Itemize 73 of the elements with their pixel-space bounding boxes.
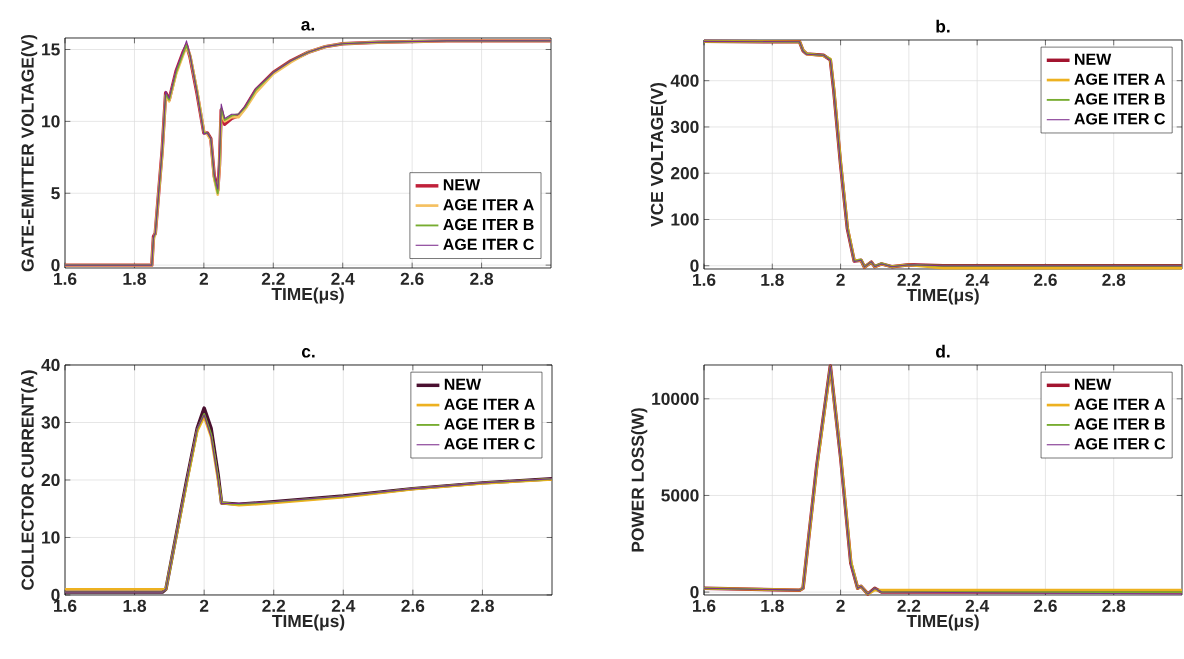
legend-label: NEW: [1075, 53, 1112, 65]
x-tick-label: 2.8: [470, 599, 494, 612]
chart-title: b.: [936, 19, 950, 33]
legend-label: AGE ITER A: [1074, 73, 1166, 85]
legend-label: AGE ITER A: [443, 199, 534, 211]
y-tick-label: 0: [51, 588, 60, 602]
x-tick-label: 1.8: [761, 273, 784, 286]
y-tick-label: 30: [41, 416, 60, 429]
legend-label: AGE ITER B: [1074, 93, 1165, 105]
x-tick-label: 2.6: [1033, 599, 1057, 612]
x-tick-label: 2: [199, 599, 209, 612]
x-tick-label: 2: [836, 599, 845, 612]
x-tick-label: 1.8: [123, 272, 146, 285]
chart-title: c.: [301, 348, 315, 358]
y-tick-label: 40: [41, 358, 60, 372]
legend-label: NEW: [444, 378, 482, 390]
y-tick-label: 100: [671, 213, 699, 226]
x-tick-label: 2.4: [331, 272, 355, 285]
y-axis-title: VCE VOLTAGE(V): [650, 82, 667, 227]
y-axis-title: POWER LOSS(W): [631, 408, 648, 552]
x-tick-label: 2.2: [897, 273, 921, 286]
y-tick-label: 400: [670, 74, 699, 87]
x-tick-label: 2.8: [1102, 273, 1126, 286]
x-tick-label: 2.4: [965, 599, 990, 612]
x-tick-label: 2: [199, 272, 208, 285]
x-tick-label: 2.6: [1033, 273, 1057, 286]
x-axis-title: TIME(μs): [906, 288, 979, 305]
x-tick-label: 1.6: [693, 599, 716, 612]
legend-label: AGE ITER A: [444, 398, 535, 410]
x-tick-label: 2: [836, 273, 845, 286]
y-tick-label: 200: [670, 167, 699, 180]
y-tick-label: 5: [51, 187, 60, 200]
x-tick-label: 2.6: [401, 599, 425, 612]
legend-label: AGE ITER B: [444, 418, 535, 430]
y-tick-label: 0: [690, 585, 699, 599]
y-tick-label: 5000: [661, 489, 699, 502]
x-tick-label: 1.6: [54, 599, 77, 612]
legend-label: NEW: [443, 179, 481, 191]
x-tick-label: 2.2: [261, 272, 285, 285]
legend-label: NEW: [1075, 378, 1112, 390]
x-tick-label: 2.2: [897, 599, 921, 612]
y-tick-label: 0: [690, 259, 699, 272]
y-tick-label: 10: [42, 115, 60, 128]
x-tick-label: 1.6: [693, 273, 716, 286]
y-axis-title: GATE-EMITTER VOLTAGE(V): [21, 34, 38, 272]
x-axis-title: TIME(μs): [271, 287, 344, 304]
x-tick-label: 1.8: [123, 599, 147, 612]
x-tick-label: 1.8: [761, 599, 784, 612]
y-tick-label: 20: [41, 473, 60, 487]
legend-label: AGE ITER C: [1074, 113, 1166, 125]
legend-label: AGE ITER B: [1074, 418, 1165, 430]
y-tick-label: 15: [42, 43, 60, 56]
y-tick-label: 0: [51, 258, 60, 272]
x-axis-title: TIME(μs): [272, 614, 345, 631]
x-axis-title: TIME(μs): [906, 614, 979, 631]
y-axis-title: COLLECTOR CURRENT(A): [21, 370, 38, 590]
y-tick-label: 10: [42, 531, 60, 544]
x-tick-label: 1.6: [54, 272, 77, 285]
legend-label: AGE ITER A: [1074, 398, 1166, 410]
x-tick-label: 2.4: [965, 273, 990, 286]
x-tick-label: 2.8: [470, 272, 494, 285]
legend-label: AGE ITER C: [443, 238, 534, 250]
x-tick-label: 2.6: [400, 272, 424, 285]
legend-label: AGE ITER C: [444, 438, 535, 450]
x-tick-label: 2.2: [262, 599, 286, 612]
x-tick-label: 2.4: [331, 599, 356, 612]
y-tick-label: 300: [670, 120, 699, 134]
chart-title: d.: [936, 344, 950, 358]
legend-label: AGE ITER B: [443, 218, 534, 231]
x-tick-label: 2.8: [1102, 599, 1126, 612]
chart-title: a.: [301, 21, 315, 31]
legend-label: AGE ITER C: [1074, 438, 1166, 450]
y-tick-label: 10000: [652, 392, 699, 405]
